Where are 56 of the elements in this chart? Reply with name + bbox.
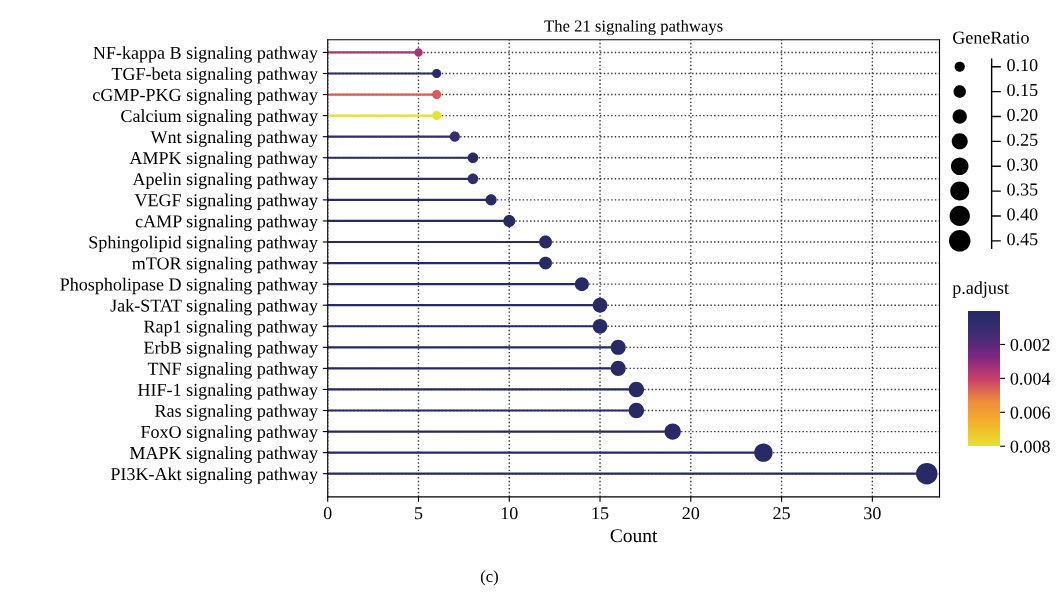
x-tick-label: 15 — [592, 507, 609, 520]
legend-label: 0.10 — [1007, 59, 1038, 72]
y-tick-label: cAMP signaling pathway — [135, 214, 318, 232]
y-tick-label: MAPK signaling pathway — [129, 446, 318, 463]
text: (c) — [480, 570, 498, 586]
y-tick-label: Apelin signaling pathway — [132, 172, 318, 189]
point — [574, 277, 589, 292]
legend-label: 0.30 — [1007, 158, 1038, 171]
point — [610, 339, 626, 355]
y-tick-label: cGMP-PKG signaling pathway — [93, 88, 318, 105]
y-tick-label: PI3K-Akt signaling pathway — [110, 467, 318, 484]
y-tick-label: TNF signaling pathway — [147, 362, 318, 379]
x-tick-label: 20 — [682, 507, 700, 520]
legend-label: 0.45 — [1007, 233, 1038, 246]
y-tick-label: Wnt signaling pathway — [150, 130, 318, 147]
y-tick-label: Calcium signaling pathway — [121, 109, 318, 126]
x-axis-title: Count — [610, 529, 658, 543]
chart-title: The 21 signaling pathways — [544, 19, 723, 36]
color-bar-title: p.adjust — [952, 281, 1009, 298]
y-tick-label: Phospholipase D signaling pathway — [60, 277, 318, 295]
point — [467, 152, 479, 164]
y-tick-label: ErbB signaling pathway — [144, 341, 318, 358]
legend-label: 0.25 — [1007, 133, 1038, 146]
y-tick-label: Sphingolipid signaling pathway — [89, 235, 318, 253]
y-tick-label: AMPK signaling pathway — [129, 151, 318, 168]
point — [485, 194, 497, 206]
point — [592, 297, 608, 313]
color-bar-label: 0.006 — [1010, 406, 1050, 419]
y-tick-label: NF-kappa B signaling pathway — [93, 46, 318, 63]
y-tick-label: mTOR signaling pathway — [132, 256, 318, 274]
legend-label: 0.20 — [1007, 108, 1038, 122]
x-tick-label: 5 — [415, 507, 423, 520]
x-tick-label: 30 — [864, 507, 881, 520]
x-tick-label: 10 — [501, 507, 518, 520]
y-tick-label: Jak-STAT signaling pathway — [110, 298, 318, 316]
y-tick-label: HIF-1 signaling pathway — [137, 383, 318, 400]
point — [592, 318, 608, 334]
point — [503, 214, 516, 227]
legend-label: 0.40 — [1007, 208, 1038, 221]
x-tick-label: 25 — [773, 507, 790, 520]
point — [610, 360, 626, 376]
legend-label: 0.15 — [1007, 83, 1038, 97]
y-tick-label: Rap1 signaling pathway — [144, 319, 318, 337]
color-bar-label: 0.008 — [1010, 440, 1050, 453]
point — [539, 235, 552, 249]
color-bar-label: 0.002 — [1010, 338, 1050, 351]
point — [539, 256, 552, 270]
y-tick-label: TGF-beta signaling pathway — [111, 67, 318, 84]
y-tick-label: FoxO signaling pathway — [140, 425, 318, 442]
y-tick-label: Ras signaling pathway — [155, 404, 318, 421]
color-bar-label: 0.004 — [1010, 372, 1051, 385]
x-tick-label: 0 — [323, 507, 332, 520]
legend-title: GeneRatio — [953, 31, 1029, 44]
point — [467, 173, 479, 185]
legend-label: 0.35 — [1007, 183, 1038, 196]
y-tick-label: VEGF signaling pathway — [134, 193, 318, 211]
